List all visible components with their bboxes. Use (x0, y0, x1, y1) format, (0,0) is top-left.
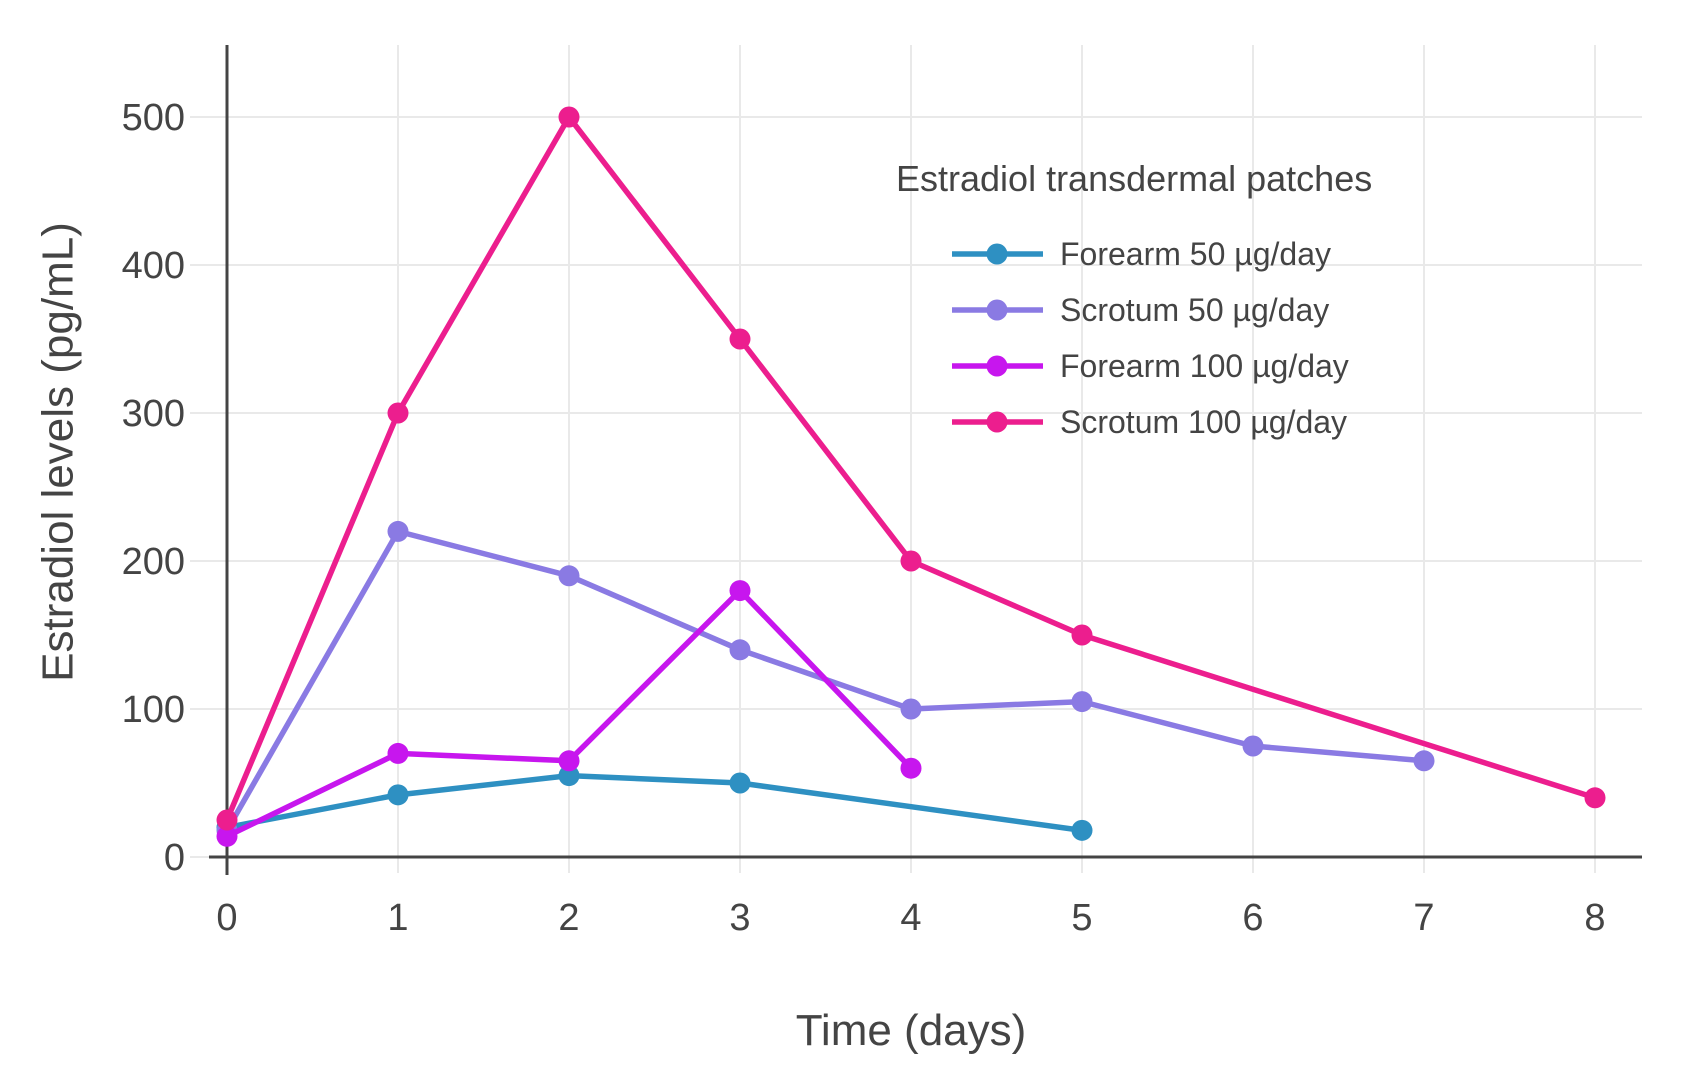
y-tick-label: 300 (122, 393, 185, 435)
x-axis-title: Time (days) (796, 1006, 1027, 1055)
data-point-scrotum-50-day-3 (729, 639, 751, 661)
legend-dot-swatch (986, 411, 1008, 433)
legend-marker-scrotum-100[interactable] (952, 411, 1043, 433)
legend-title: Estradiol transdermal patches (896, 158, 1372, 199)
legend-marker-forearm-100[interactable] (952, 355, 1043, 377)
data-point-forearm-100-day-0 (216, 825, 238, 847)
data-point-forearm-50-day-3 (729, 772, 751, 794)
y-tick-label: 200 (122, 541, 185, 583)
legend-markers (952, 243, 1043, 433)
legend-item-scrotum-100[interactable]: Scrotum 100 µg/day (1060, 404, 1347, 440)
x-tick-label: 6 (1242, 897, 1263, 939)
series-forearm-100 (216, 580, 922, 847)
data-series (216, 106, 1606, 847)
x-tick-labels: 0 1 2 3 4 5 6 7 8 (216, 897, 1605, 939)
data-point-scrotum-50-day-5 (1071, 691, 1093, 713)
data-point-scrotum-50-day-1 (387, 520, 409, 542)
legend-marker-forearm-50[interactable] (952, 243, 1043, 265)
data-point-forearm-50-day-1 (387, 784, 409, 806)
y-tick-label: 400 (122, 245, 185, 287)
data-point-forearm-100-day-2 (558, 750, 580, 772)
series-line-forearm-50 (224, 772, 1085, 834)
data-point-scrotum-100-day-3 (729, 328, 751, 350)
legend: Estradiol transdermal patches Forearm 50… (896, 158, 1372, 440)
x-tick-label: 0 (216, 897, 237, 939)
legend-item-forearm-100[interactable]: Forearm 100 µg/day (1060, 348, 1349, 384)
legend-item-scrotum-50[interactable]: Scrotum 50 µg/day (1060, 292, 1329, 328)
data-point-scrotum-100-day-4 (900, 550, 922, 572)
x-tick-label: 2 (558, 897, 579, 939)
data-point-scrotum-100-day-5 (1071, 624, 1093, 646)
data-point-forearm-100-day-4 (900, 757, 922, 779)
data-point-scrotum-50-day-7 (1413, 750, 1435, 772)
data-point-scrotum-50-day-6 (1242, 735, 1264, 757)
x-tick-label: 7 (1413, 897, 1434, 939)
data-point-scrotum-100-day-0 (216, 809, 238, 831)
data-point-scrotum-50-day-4 (900, 698, 922, 720)
data-point-forearm-100-day-1 (387, 742, 409, 764)
x-tick-label: 3 (729, 897, 750, 939)
y-tick-label: 100 (122, 689, 185, 731)
series-scrotum-100 (216, 106, 1606, 831)
data-point-forearm-100-day-3 (729, 580, 751, 602)
data-point-scrotum-100-day-1 (387, 402, 409, 424)
legend-dot-swatch (986, 243, 1008, 265)
y-tick-label: 0 (164, 837, 185, 879)
legend-marker-scrotum-50[interactable] (952, 299, 1043, 321)
x-tick-label: 8 (1584, 897, 1605, 939)
data-point-scrotum-100-day-2 (558, 106, 580, 128)
data-point-scrotum-50-day-2 (558, 565, 580, 587)
x-tick-label: 5 (1071, 897, 1092, 939)
y-axis-ticks (190, 116, 227, 858)
legend-dot-swatch (986, 355, 1008, 377)
y-axis-title: Estradiol levels (pg/mL) (33, 222, 82, 682)
legend-item-forearm-50[interactable]: Forearm 50 µg/day (1060, 236, 1331, 272)
y-tick-label: 500 (122, 97, 185, 139)
x-tick-label: 1 (387, 897, 408, 939)
data-point-forearm-50-day-5 (1071, 819, 1093, 841)
gridlines (227, 45, 1642, 873)
x-tick-label: 4 (900, 897, 921, 939)
legend-dot-swatch (986, 299, 1008, 321)
data-point-forearm-50-day-2 (558, 765, 580, 787)
y-tick-labels: 0 100 200 300 400 500 (122, 97, 185, 879)
data-point-scrotum-100-day-8 (1584, 787, 1606, 809)
